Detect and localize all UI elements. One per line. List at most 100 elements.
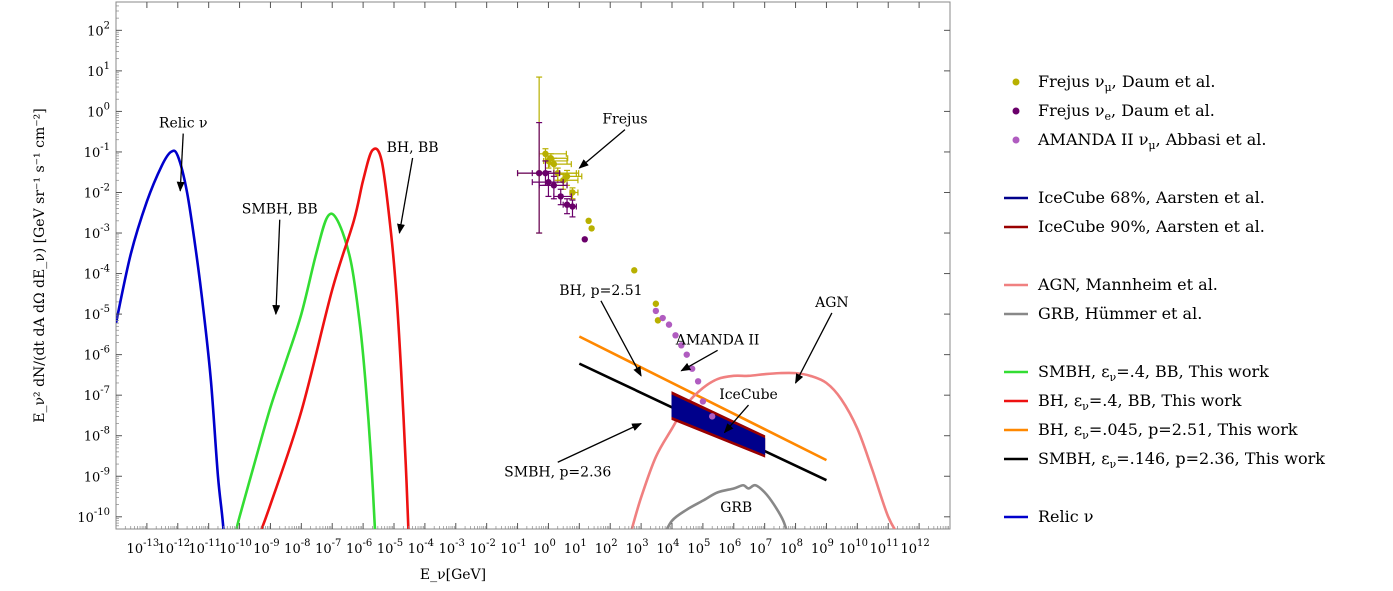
chart-legend: Frejus νμ, Daum et al. Frejus νe, Daum et… [1004,72,1325,526]
data-point [694,378,702,385]
data-point [699,398,707,405]
icecube-68-aarsten-et-al-series [671,394,766,455]
data-point [665,321,673,328]
data-point [659,314,666,322]
x-tick-label: 10-2 [470,538,496,557]
annotation-label: Relic ν [159,116,208,132]
data-point [557,193,564,200]
agn-mannheim-et-al-series [630,371,897,529]
x-tick-label: 10-7 [315,538,341,557]
annotation-label: SMBH, BB [242,202,318,218]
data-point [683,351,690,358]
x-tick-label: 10-6 [346,538,372,557]
data-point [672,332,679,339]
annotation-arrow [794,312,833,384]
x-tick-label: 1010 [839,538,868,557]
plot-series [116,76,897,529]
annotation-label: AGN [814,295,849,311]
smbh-4-bb-this-work-series [235,212,377,529]
y-tick-label: 10-10 [77,507,110,526]
annotation-arrow [397,157,414,235]
x-axis-label: E_ν[GeV] [420,567,486,583]
legend-label: IceCube 68%, Aarsten et al. [1038,188,1265,207]
annotation-label: BH, BB [387,140,439,156]
y-tick-label: 10-2 [84,182,110,201]
x-tick-label: 1011 [870,538,899,557]
legend-label: SMBH, εν=.4, BB, This work [1038,362,1269,384]
data-point [545,178,552,186]
data-point [550,160,558,168]
y-tick-label: 101 [87,61,110,80]
x-tick-label: 104 [657,538,680,557]
x-tick-label: 10-8 [284,538,310,557]
annotation-arrow [272,219,281,316]
legend-label: AMANDA II νμ, Abbasi et al. [1037,130,1266,152]
frejus-e-daum-et-al-series [516,121,588,243]
data-point [708,413,716,420]
x-tick-label: 106 [718,538,741,557]
data-point [581,236,588,243]
data-point [678,342,685,349]
data-point [550,182,558,189]
grb-h-mmer-et-al-series [665,483,788,529]
annotation-label: SMBH, p=2.36 [504,464,611,480]
x-tick-label: 108 [780,538,803,557]
y-tick-label: 10-6 [84,345,110,364]
y-tick-label: 10-7 [84,385,110,404]
x-tick-label: 101 [564,538,587,557]
y-tick-label: 10-4 [84,264,110,283]
y-tick-label: 100 [87,101,110,120]
legend-label: Relic ν [1038,507,1094,526]
annotation-label: GRB [720,500,752,516]
y-tick-label: 10-1 [84,142,110,161]
annotation-label: IceCube [719,387,778,403]
x-tick-label: 100 [533,538,556,557]
annotation-arrow [176,133,185,192]
x-tick-label: 10-12 [157,538,190,557]
x-tick-label: 10-1 [500,538,526,557]
annotation-arrow [578,129,626,169]
x-tick-label: 10-10 [219,538,252,557]
data-point [585,217,592,225]
x-tick-label: 10-4 [408,538,434,557]
y-axis-label: E_ν² dN/(dt dA dΩ dE_ν) [GeV sr⁻¹ s⁻¹ cm… [32,108,48,422]
data-point [588,225,595,232]
chart-annotations: Relic ν BH, BB SMBH, BB Frejus BH, p=2.51 AMA… [159,112,849,517]
data-point [654,317,662,324]
annotation-label: BH, p=2.51 [559,283,642,299]
x-tick-label: 10-5 [377,538,403,557]
annotation-arrow [600,300,642,377]
annotation-label: AMANDA II [675,332,760,348]
y-tick-label: 10-5 [84,304,110,323]
amanda-ii-abbasi-et-al-series [652,307,716,420]
y-tick-label: 10-8 [84,426,110,445]
data-point [652,307,660,315]
y-tick-label: 102 [87,20,110,39]
y-tick-label: 10-3 [84,223,110,242]
legend-label: SMBH, εν=.146, p=2.36, This work [1038,449,1325,471]
x-tick-label: 1012 [900,538,929,557]
x-tick-label: 10-9 [253,538,279,557]
plot-frame [115,1,951,530]
legend-marker [1012,78,1020,86]
legend-label: BH, εν=.4, BB, This work [1038,391,1242,413]
x-tick-label: 105 [687,538,710,557]
annotation-arrow [723,404,750,434]
annotation-arrow [557,422,643,463]
annotation-arrow [680,349,718,372]
x-tick-label: 109 [811,538,834,557]
x-tick-label: 107 [749,538,772,557]
data-point [569,203,576,210]
legend-label: GRB, Hümmer et al. [1038,304,1202,323]
legend-marker [1012,107,1020,115]
legend-label: Frejus νμ, Daum et al. [1038,72,1216,94]
relic-series [116,149,225,529]
x-tick-label: 102 [595,538,618,557]
x-tick-label: 10-11 [188,538,221,557]
y-tick-label: 10-9 [84,466,110,485]
x-tick-label: 103 [626,538,649,557]
plot-area [115,1,951,530]
data-point [563,173,571,180]
